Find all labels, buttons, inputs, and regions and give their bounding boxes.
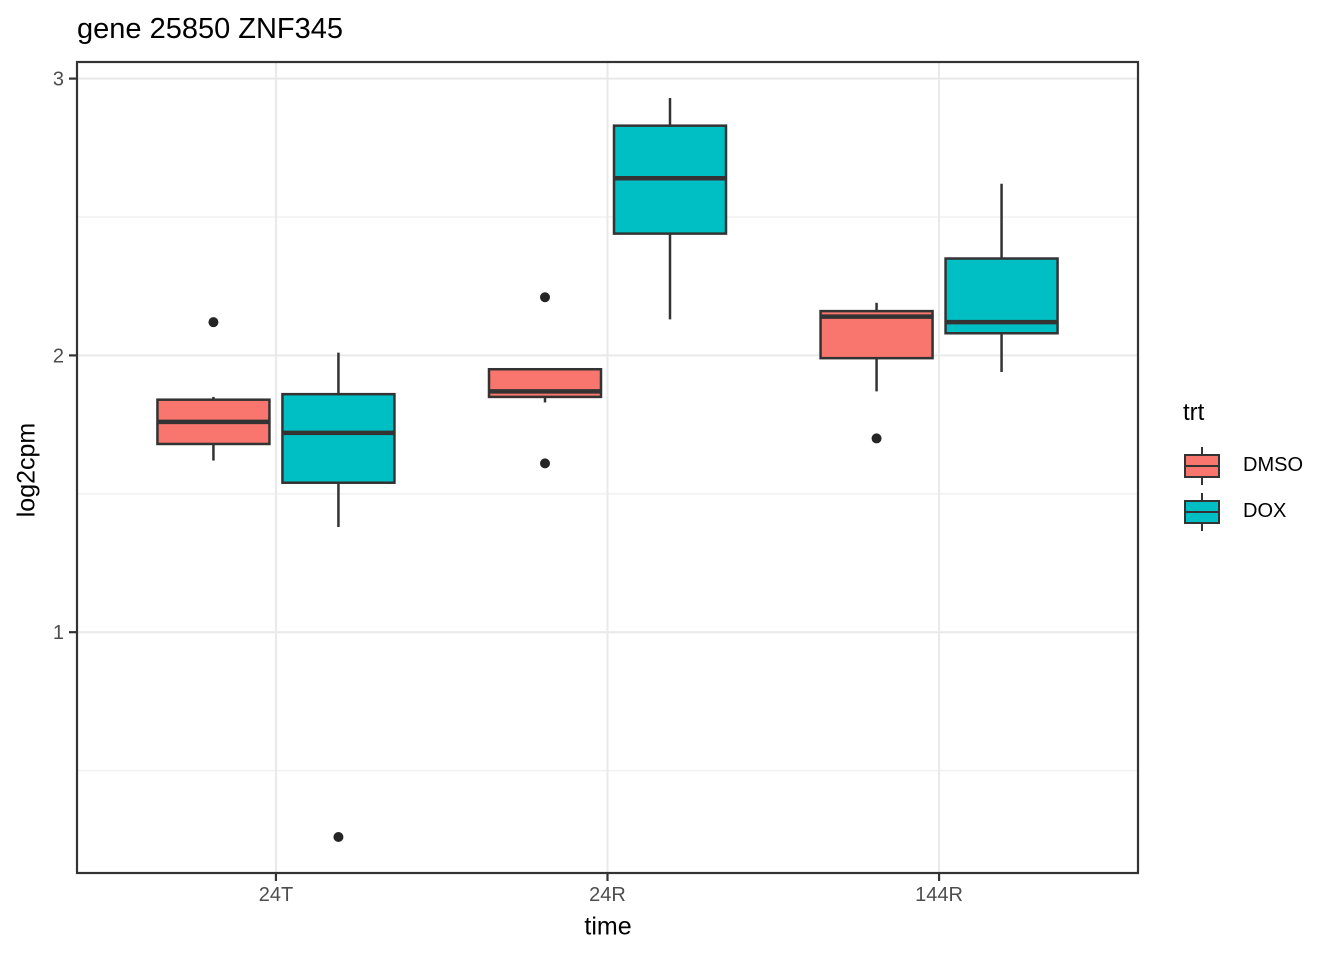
legend-label-dmso: DMSO [1243, 454, 1303, 476]
y-tick-label-2: 2 [53, 345, 64, 367]
outlier-DMSO-24R [540, 292, 550, 303]
legend-item-dmso: DMSO [1183, 443, 1303, 488]
chart-title: gene 25850 ZNF345 [77, 13, 344, 45]
outlier-DOX-24T [333, 832, 344, 843]
y-axis-title: log2cpm [12, 422, 41, 518]
x-tick-label-24R: 24R [589, 884, 626, 906]
x-tick-label-24T: 24T [259, 884, 293, 906]
outlier-DMSO-144R [871, 433, 882, 444]
legend: trt DMSO DOX [1183, 399, 1303, 535]
y-tick-label-1: 1 [53, 622, 64, 644]
x-axis-title: time [584, 912, 632, 941]
boxplot-key-icon [1184, 446, 1220, 485]
boxplot-key-icon [1184, 492, 1220, 531]
box-DOX-24T [281, 392, 396, 484]
outlier-DMSO-24T [208, 317, 219, 328]
legend-label-dox: DOX [1243, 500, 1287, 522]
x-tick-label-144R: 144R [915, 884, 963, 906]
outlier-DMSO-24R [540, 458, 550, 469]
legend-title: trt [1183, 399, 1205, 426]
box-DMSO-144R [819, 309, 934, 360]
y-tick-label-3: 3 [53, 69, 64, 91]
legend-item-dox: DOX [1183, 489, 1303, 534]
